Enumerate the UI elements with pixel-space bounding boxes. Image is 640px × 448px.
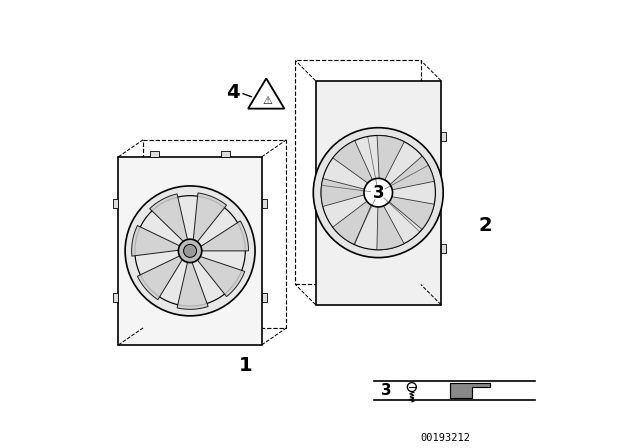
Polygon shape	[333, 141, 375, 187]
Text: 1: 1	[239, 356, 253, 375]
Polygon shape	[377, 200, 404, 250]
Text: 00193212: 00193212	[420, 433, 470, 443]
Circle shape	[179, 239, 202, 263]
Polygon shape	[138, 255, 183, 300]
Polygon shape	[193, 193, 227, 243]
Text: 4: 4	[226, 83, 239, 102]
Circle shape	[373, 187, 383, 198]
Bar	[113, 293, 118, 302]
Polygon shape	[177, 260, 208, 309]
Polygon shape	[150, 194, 188, 243]
Bar	[113, 199, 118, 208]
Circle shape	[364, 178, 392, 207]
Polygon shape	[321, 179, 371, 207]
Polygon shape	[384, 196, 434, 229]
Text: 2: 2	[479, 216, 493, 235]
Circle shape	[125, 186, 255, 316]
Polygon shape	[196, 256, 245, 297]
Polygon shape	[377, 135, 404, 186]
Polygon shape	[118, 157, 262, 345]
Bar	[262, 293, 267, 302]
Circle shape	[314, 128, 444, 258]
Circle shape	[184, 245, 196, 257]
Bar	[441, 132, 446, 141]
Circle shape	[369, 183, 388, 202]
Polygon shape	[333, 198, 374, 245]
Polygon shape	[132, 225, 181, 256]
Text: 3: 3	[381, 383, 392, 398]
Bar	[221, 151, 230, 157]
Polygon shape	[199, 221, 248, 251]
Bar	[262, 199, 267, 208]
Text: ⚠: ⚠	[262, 96, 273, 106]
Polygon shape	[385, 156, 435, 191]
Polygon shape	[316, 81, 441, 305]
Text: 3: 3	[372, 184, 384, 202]
Bar	[441, 244, 446, 253]
Bar	[150, 151, 159, 157]
Polygon shape	[450, 383, 490, 398]
